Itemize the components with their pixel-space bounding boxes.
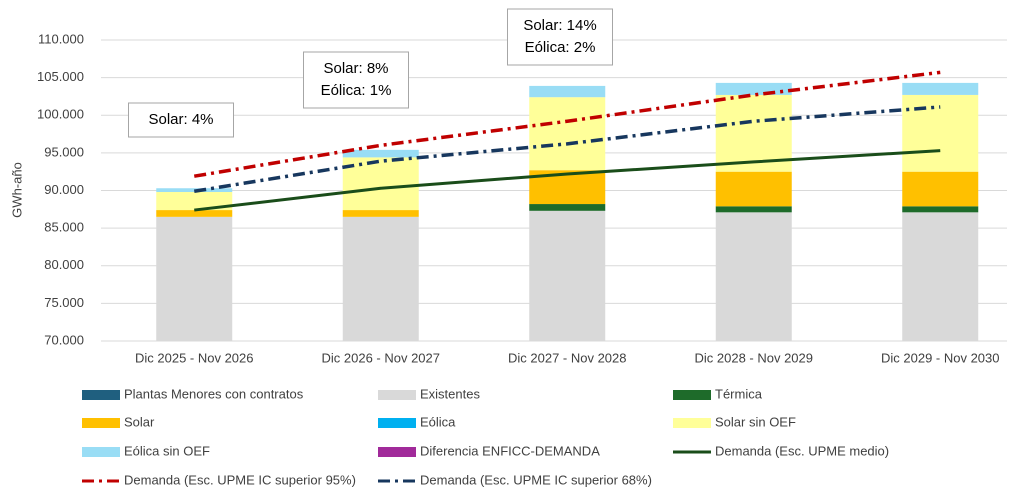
bar bbox=[342, 210, 419, 217]
legend-label: Solar sin OEF bbox=[715, 414, 796, 429]
line bbox=[193, 105, 941, 193]
bar bbox=[529, 85, 606, 98]
legend-label: Térmica bbox=[715, 386, 763, 401]
y-tick-label: 110.000 bbox=[38, 31, 84, 46]
legend-swatch bbox=[378, 447, 416, 457]
legend-swatch bbox=[378, 390, 416, 400]
line bbox=[193, 70, 941, 178]
y-tick-label: 75.000 bbox=[44, 295, 84, 310]
legend-label: Existentes bbox=[420, 386, 480, 401]
annotation-box bbox=[507, 8, 613, 66]
bar bbox=[715, 212, 792, 341]
legend-label: Eólica sin OEF bbox=[124, 443, 210, 458]
bar bbox=[529, 210, 606, 341]
y-tick-label: 100.000 bbox=[37, 107, 84, 122]
bar bbox=[529, 204, 606, 211]
annotation-text: Eólica: 1% bbox=[321, 82, 392, 99]
bar bbox=[715, 171, 792, 207]
bar bbox=[156, 192, 233, 211]
legend-label: Demanda (Esc. UPME IC superior 95%) bbox=[124, 472, 356, 487]
legend-swatch bbox=[82, 418, 120, 428]
legend-label: Eólica bbox=[420, 414, 456, 429]
y-axis-label: GWh-año bbox=[9, 162, 24, 218]
x-tick-label: Dic 2026 - Nov 2027 bbox=[321, 350, 440, 365]
bar bbox=[156, 210, 233, 217]
bar bbox=[156, 216, 233, 341]
x-tick-label: Dic 2029 - Nov 2030 bbox=[881, 350, 1000, 365]
bar bbox=[715, 206, 792, 213]
y-tick-label: 90.000 bbox=[44, 182, 84, 197]
line bbox=[194, 149, 941, 212]
bar bbox=[342, 157, 419, 211]
bar bbox=[902, 212, 979, 341]
y-tick-label: 95.000 bbox=[44, 144, 84, 159]
y-tick-label: 105.000 bbox=[37, 69, 84, 84]
legend-swatch bbox=[82, 390, 120, 400]
annotation-text: Solar: 8% bbox=[323, 60, 388, 77]
x-tick-label: Dic 2025 - Nov 2026 bbox=[135, 350, 254, 365]
annotation-box bbox=[303, 51, 409, 109]
bar bbox=[902, 94, 979, 172]
annotation-text: Eólica: 2% bbox=[525, 39, 596, 56]
bar bbox=[902, 206, 979, 213]
bar bbox=[342, 149, 419, 158]
legend-swatch bbox=[378, 418, 416, 428]
legend-swatch bbox=[673, 418, 711, 428]
legend-label: Demanda (Esc. UPME IC superior 68%) bbox=[420, 472, 652, 487]
bar bbox=[902, 171, 979, 207]
legend-swatch bbox=[82, 447, 120, 457]
bar bbox=[342, 216, 419, 341]
y-tick-label: 70.000 bbox=[44, 332, 84, 347]
legend-label: Solar bbox=[124, 414, 155, 429]
y-tick-label: 85.000 bbox=[44, 220, 84, 235]
bar bbox=[529, 97, 606, 171]
annotation-box bbox=[128, 102, 234, 138]
annotation-text: Solar: 14% bbox=[523, 17, 596, 34]
legend-label: Plantas Menores con contratos bbox=[124, 386, 304, 401]
x-tick-label: Dic 2028 - Nov 2029 bbox=[694, 350, 813, 365]
legend-swatch bbox=[673, 390, 711, 400]
bar bbox=[902, 82, 979, 95]
legend-label: Demanda (Esc. UPME medio) bbox=[715, 443, 889, 458]
x-tick-label: Dic 2027 - Nov 2028 bbox=[508, 350, 627, 365]
legend-label: Diferencia ENFICC-DEMANDA bbox=[420, 443, 600, 458]
annotation-text: Solar: 4% bbox=[148, 111, 213, 128]
y-tick-label: 80.000 bbox=[44, 257, 84, 272]
